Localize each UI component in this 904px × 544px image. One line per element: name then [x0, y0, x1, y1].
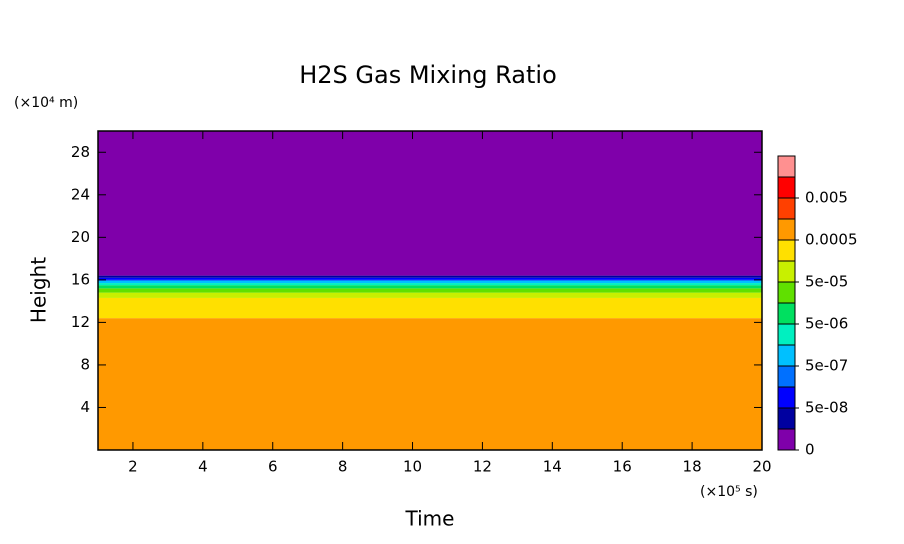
colorbar-box [777, 218, 796, 241]
colorbar-box [777, 197, 796, 220]
colorbar-box [777, 302, 796, 325]
contour-band [98, 292, 762, 298]
x-tick-label: 16 [613, 458, 632, 476]
y-tick-label: 12 [71, 313, 90, 331]
x-tick-label: 2 [128, 458, 138, 476]
colorbar-label: 0.005 [805, 189, 848, 207]
x-tick-label: 12 [473, 458, 492, 476]
colorbar-box [777, 155, 796, 178]
colorbar-box [777, 407, 796, 430]
colorbar-box [777, 281, 796, 304]
colorbar-box [777, 239, 796, 262]
plot-frame [97, 130, 763, 451]
contour-band [98, 283, 762, 286]
colorbar-box [777, 365, 796, 388]
contour-band [98, 285, 762, 289]
colorbar-box [777, 323, 796, 346]
x-unit: (×10⁵ s) [700, 484, 758, 500]
colorbar-box [777, 386, 796, 409]
colorbar-box [777, 176, 796, 199]
y-tick-label: 8 [80, 355, 90, 373]
x-tick-label: 10 [403, 458, 422, 476]
contour-band [98, 277, 762, 280]
contour-band [98, 288, 762, 293]
y-tick-label: 28 [71, 143, 90, 161]
colorbar-label: 5e-05 [805, 273, 848, 291]
x-axis-label: Time [405, 507, 455, 531]
colorbar-label: 5e-08 [805, 399, 848, 417]
x-tick-label: 20 [752, 458, 771, 476]
contour-band [98, 280, 762, 284]
colorbar-label: 0 [805, 441, 815, 459]
contour-band [98, 318, 762, 450]
y-axis-label: Height [27, 257, 51, 323]
colorbar-label: 0.0005 [805, 231, 858, 249]
contour-band [98, 275, 762, 278]
colorbar-box [777, 344, 796, 367]
x-tick-label: 6 [268, 458, 278, 476]
x-tick-label: 14 [543, 458, 562, 476]
colorbar-label: 5e-07 [805, 357, 848, 375]
y-tick-label: 16 [71, 270, 90, 288]
chart-title: H2S Gas Mixing Ratio [299, 61, 557, 89]
contour-band [98, 279, 762, 281]
y-tick-label: 24 [71, 185, 90, 203]
x-tick-label: 8 [338, 458, 348, 476]
x-tick-label: 18 [683, 458, 702, 476]
contour-band [98, 131, 762, 276]
y-unit: (×10⁴ m) [14, 95, 78, 111]
y-tick-label: 4 [80, 398, 90, 416]
colorbar-box [777, 260, 796, 283]
y-tick-label: 20 [71, 228, 90, 246]
contour-band [98, 297, 762, 319]
x-tick-label: 4 [198, 458, 208, 476]
colorbar-box [777, 428, 796, 451]
colorbar-label: 5e-06 [805, 315, 848, 333]
